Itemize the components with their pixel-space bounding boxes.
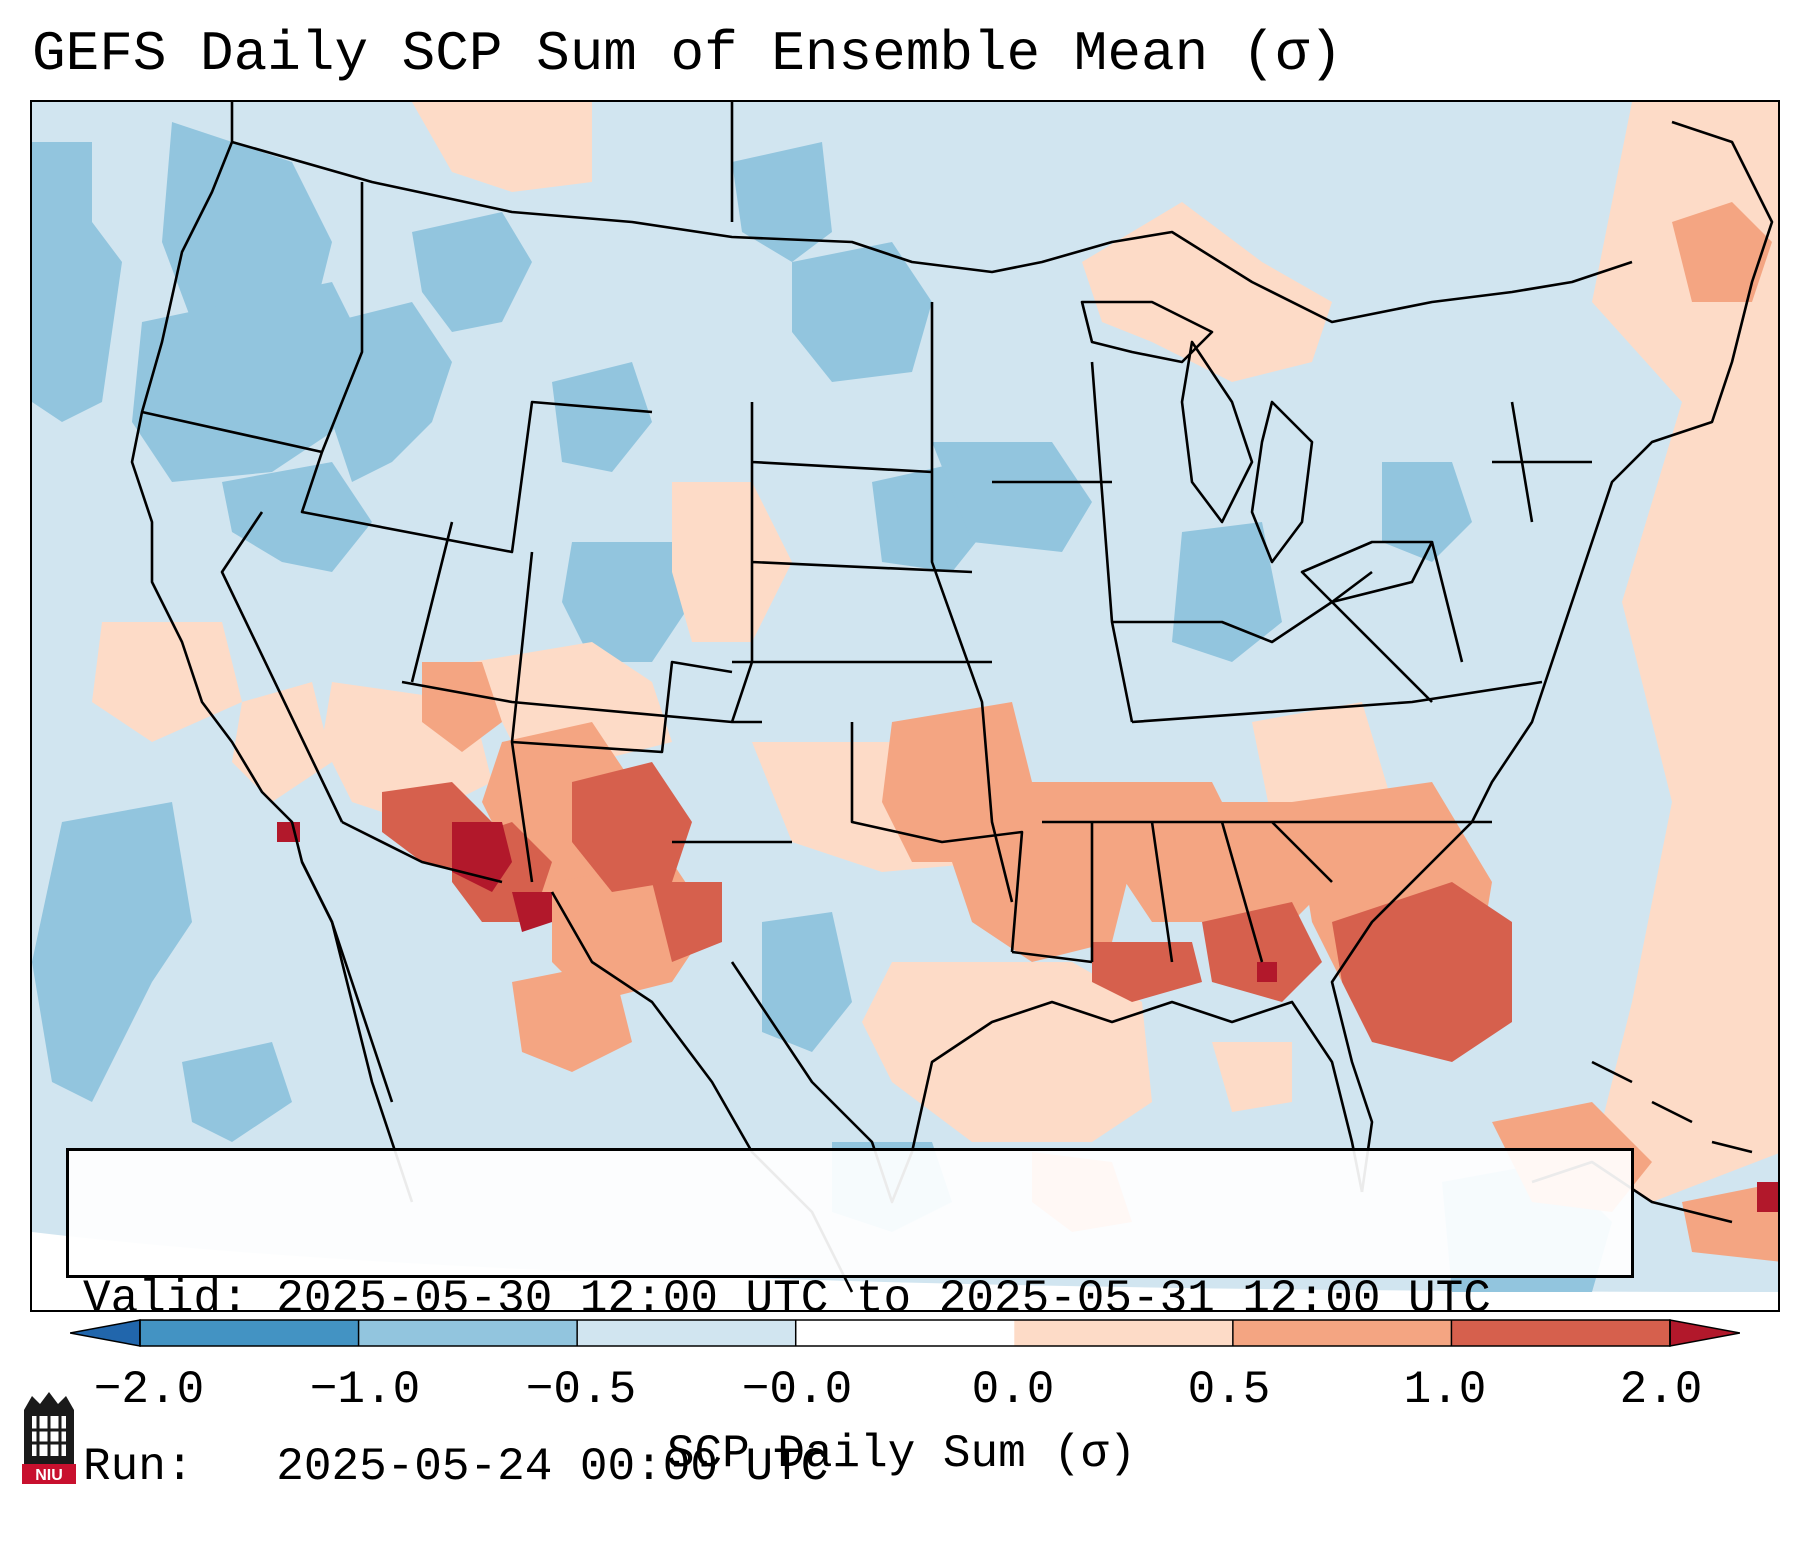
weak-positive-regions: [92, 102, 1778, 1202]
validity-info-box: Valid: 2025-05-30 12:00 UTC to 2025-05-3…: [66, 1148, 1634, 1493]
chart-title: GEFS Daily SCP Sum of Ensemble Mean (σ): [32, 22, 1343, 86]
niu-logo: NIU: [22, 1392, 76, 1484]
map-panel: [30, 100, 1780, 1312]
great-lakes: [1080, 300, 1434, 604]
colorbar: [70, 1319, 1740, 1347]
tick-label: 0.5: [1187, 1364, 1271, 1416]
colorbar-extend-high: [1669, 1319, 1740, 1347]
colorbar-bin: [1232, 1320, 1452, 1346]
colorbar-label: SCP Daily Sum (σ): [666, 1428, 1137, 1480]
colorbar-extend-low: [70, 1319, 141, 1347]
canada-border: [231, 140, 1633, 324]
state-lines-central: [672, 102, 1093, 964]
domain-edge: [32, 1232, 1778, 1310]
colorbar-bin: [358, 1320, 578, 1346]
gulf-coastline: [730, 961, 1364, 1204]
scp-anomaly-map: [32, 102, 1778, 1310]
state-lines-west: [141, 182, 762, 884]
tick-label: 2.0: [1619, 1364, 1703, 1416]
logo-text: NIU: [35, 1467, 63, 1484]
tick-label: 1.0: [1403, 1364, 1487, 1416]
valid-value: 2025-05-30 12:00 UTC to 2025-05-31 12:00…: [276, 1273, 1491, 1325]
logo-banner: [22, 1464, 76, 1484]
tick-label: −1.0: [309, 1364, 421, 1416]
run-label: Run:: [83, 1441, 194, 1493]
colorbar-bin: [577, 1320, 797, 1346]
colorbar-bin: [795, 1320, 1015, 1346]
tick-label: −0.5: [525, 1364, 637, 1416]
state-lines-east: [992, 361, 1592, 963]
tick-label: 0.0: [971, 1364, 1055, 1416]
east-coastline: [1330, 120, 1774, 1193]
colorbar-bin: [1451, 1320, 1671, 1346]
valid-label: Valid:: [83, 1273, 249, 1325]
colorbar-bin: [140, 1320, 360, 1346]
negative-anomaly-regions: [32, 122, 1612, 1292]
run-value: 2025-05-24 00:00 UTC: [276, 1441, 829, 1493]
tick-label: −2.0: [93, 1364, 205, 1416]
colorbar-bin: [1014, 1320, 1234, 1346]
tick-label: −0.0: [741, 1364, 853, 1416]
